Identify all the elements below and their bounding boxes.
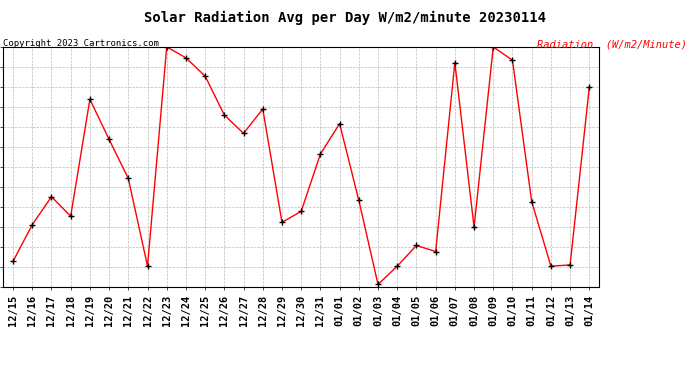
- Text: Radiation  (W/m2/Minute): Radiation (W/m2/Minute): [537, 39, 687, 50]
- Text: Copyright 2023 Cartronics.com: Copyright 2023 Cartronics.com: [3, 39, 159, 48]
- Text: Solar Radiation Avg per Day W/m2/minute 20230114: Solar Radiation Avg per Day W/m2/minute …: [144, 11, 546, 26]
